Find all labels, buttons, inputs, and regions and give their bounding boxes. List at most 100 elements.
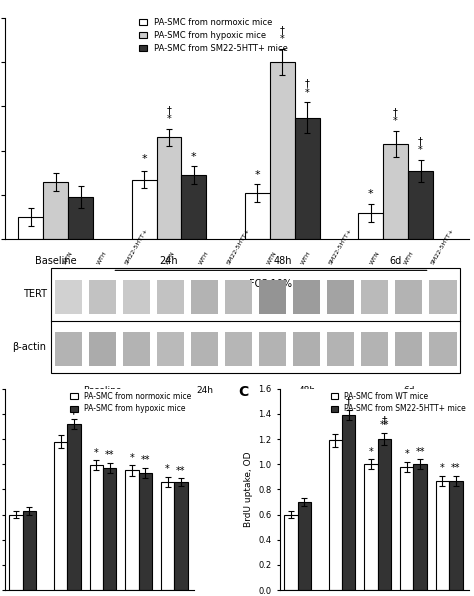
Text: WTN: WTN bbox=[63, 250, 74, 266]
Bar bbox=[293, 280, 320, 314]
Bar bbox=[298, 502, 311, 590]
Text: *: * bbox=[368, 190, 374, 200]
Text: *: * bbox=[440, 463, 445, 473]
Text: 24h: 24h bbox=[196, 386, 213, 395]
Bar bbox=[378, 439, 391, 590]
Bar bbox=[125, 470, 138, 590]
Bar bbox=[191, 280, 218, 314]
Text: *: * bbox=[141, 154, 147, 164]
Text: 6d: 6d bbox=[390, 256, 402, 266]
Text: 48h: 48h bbox=[298, 386, 315, 395]
Bar bbox=[361, 280, 388, 314]
Bar bbox=[9, 514, 23, 590]
Text: †
*: † * bbox=[393, 107, 398, 126]
Bar bbox=[408, 170, 433, 240]
Text: *: * bbox=[255, 169, 260, 179]
Bar bbox=[358, 213, 383, 240]
Bar bbox=[18, 217, 43, 240]
Bar bbox=[225, 333, 252, 367]
Bar bbox=[132, 179, 156, 240]
Bar bbox=[123, 280, 150, 314]
Legend: PA-SMC from WT mice, PA-SMC from SM22-5HTT+ mice: PA-SMC from WT mice, PA-SMC from SM22-5H… bbox=[328, 389, 469, 417]
Bar bbox=[327, 280, 355, 314]
Y-axis label: BrdU uptake, OD: BrdU uptake, OD bbox=[244, 452, 253, 527]
Bar bbox=[395, 333, 422, 367]
Bar bbox=[68, 197, 93, 240]
Text: β-actin: β-actin bbox=[12, 342, 46, 352]
Bar bbox=[67, 424, 81, 590]
Bar bbox=[327, 333, 355, 367]
Bar bbox=[174, 482, 188, 590]
Text: **: ** bbox=[451, 463, 461, 473]
Text: WTH: WTH bbox=[199, 250, 210, 266]
Bar bbox=[259, 333, 286, 367]
Text: WTN: WTN bbox=[267, 250, 278, 266]
Bar bbox=[51, 268, 460, 373]
Text: Baseline: Baseline bbox=[35, 256, 76, 266]
Text: WTN: WTN bbox=[369, 250, 381, 266]
Bar bbox=[245, 193, 270, 240]
Bar bbox=[89, 280, 116, 314]
Text: 24h: 24h bbox=[160, 256, 178, 266]
Bar bbox=[400, 467, 413, 590]
Bar bbox=[449, 480, 463, 590]
Bar bbox=[182, 175, 206, 240]
Text: *: * bbox=[94, 448, 99, 458]
Text: *: * bbox=[191, 152, 197, 162]
Bar bbox=[284, 514, 298, 590]
Bar bbox=[23, 511, 36, 590]
Legend: PA-SMC from normoxic mice, PA-SMC from hypoxic mice, PA-SMC from SM22-5HTT+ mice: PA-SMC from normoxic mice, PA-SMC from h… bbox=[139, 18, 288, 53]
Text: †: † bbox=[346, 396, 352, 406]
Text: †
*: † * bbox=[166, 105, 172, 124]
Text: SM22-5HTT+: SM22-5HTT+ bbox=[124, 228, 149, 266]
Bar bbox=[295, 117, 319, 240]
Bar bbox=[157, 333, 184, 367]
Bar bbox=[329, 440, 342, 590]
Bar bbox=[191, 333, 218, 367]
Text: WTH: WTH bbox=[403, 250, 415, 266]
Text: WTN: WTN bbox=[164, 250, 176, 266]
Text: SM22-5HTT+: SM22-5HTT+ bbox=[226, 228, 251, 266]
Text: TERT: TERT bbox=[23, 290, 46, 299]
Bar bbox=[293, 333, 320, 367]
Text: *: * bbox=[369, 446, 374, 457]
Text: WTH: WTH bbox=[301, 250, 312, 266]
Text: †
*: † * bbox=[418, 136, 423, 155]
Text: **: ** bbox=[176, 465, 186, 476]
Bar bbox=[157, 280, 184, 314]
Text: **: ** bbox=[415, 446, 425, 457]
Text: **: ** bbox=[105, 451, 114, 461]
Text: WTH: WTH bbox=[96, 250, 108, 266]
Bar bbox=[259, 280, 286, 314]
Bar bbox=[436, 480, 449, 590]
Bar bbox=[365, 464, 378, 590]
Bar bbox=[413, 464, 427, 590]
Bar bbox=[342, 415, 356, 590]
Bar bbox=[90, 465, 103, 590]
Bar bbox=[395, 280, 422, 314]
Bar bbox=[54, 442, 67, 590]
Text: **: ** bbox=[380, 420, 389, 430]
Bar bbox=[429, 333, 456, 367]
Bar bbox=[429, 280, 456, 314]
Text: FCS 10%: FCS 10% bbox=[249, 280, 292, 289]
Text: FCS 10%: FCS 10% bbox=[287, 404, 327, 414]
Text: 6d: 6d bbox=[403, 386, 415, 395]
Bar bbox=[161, 482, 174, 590]
Text: *: * bbox=[129, 453, 134, 463]
Bar bbox=[138, 473, 152, 590]
Text: †
*: † * bbox=[280, 25, 285, 45]
Bar bbox=[123, 333, 150, 367]
Bar bbox=[55, 333, 82, 367]
Bar bbox=[383, 144, 408, 240]
Text: *: * bbox=[404, 449, 409, 459]
Bar bbox=[103, 468, 116, 590]
Text: †: † bbox=[382, 415, 387, 425]
Bar bbox=[270, 62, 295, 240]
Legend: PA-SMC from normoxic mice, PA-SMC from hypoxic mice: PA-SMC from normoxic mice, PA-SMC from h… bbox=[67, 389, 194, 417]
Text: 48h: 48h bbox=[273, 256, 292, 266]
Text: **: ** bbox=[140, 455, 150, 465]
Bar bbox=[55, 280, 82, 314]
Bar bbox=[361, 333, 388, 367]
Text: C: C bbox=[238, 384, 248, 399]
